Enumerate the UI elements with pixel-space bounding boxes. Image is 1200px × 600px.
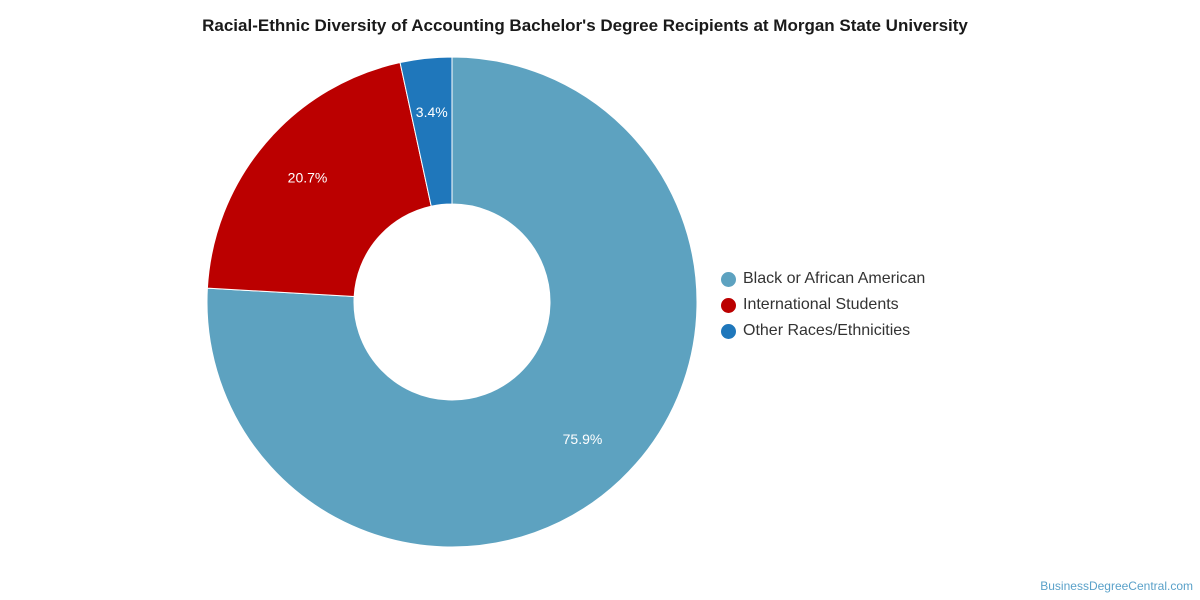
legend-label: Other Races/Ethnicities <box>743 322 911 339</box>
legend-swatch <box>721 297 736 313</box>
legend-item-international-students[interactable]: International Students <box>721 292 925 318</box>
donut-slices <box>206 56 698 548</box>
slice-labels: 75.9% 20.7% 3.4% <box>288 104 603 447</box>
chart-legend: Black or African American International S… <box>721 266 925 344</box>
slice-label-international-students: 20.7% <box>288 169 328 185</box>
slice-international-students[interactable] <box>206 61 432 297</box>
slice-label-black-or-african-american: 75.9% <box>563 431 603 447</box>
legend-swatch <box>721 271 736 287</box>
slice-label-other-races-ethnicities: 3.4% <box>416 104 448 120</box>
slice-black-or-african-american[interactable] <box>206 56 698 548</box>
legend-item-black-or-african-american[interactable]: Black or African American <box>721 266 925 292</box>
legend-item-other-races-ethnicities[interactable]: Other Races/Ethnicities <box>721 318 925 344</box>
source-credit[interactable]: BusinessDegreeCentral.com <box>1040 579 1193 593</box>
slice-other-races-ethnicities[interactable] <box>399 56 453 207</box>
chart-title: Racial-Ethnic Diversity of Accounting Ba… <box>202 16 968 35</box>
legend-label: Black or African American <box>743 270 926 287</box>
legend-label: International Students <box>743 296 899 313</box>
legend-swatch <box>721 323 736 339</box>
